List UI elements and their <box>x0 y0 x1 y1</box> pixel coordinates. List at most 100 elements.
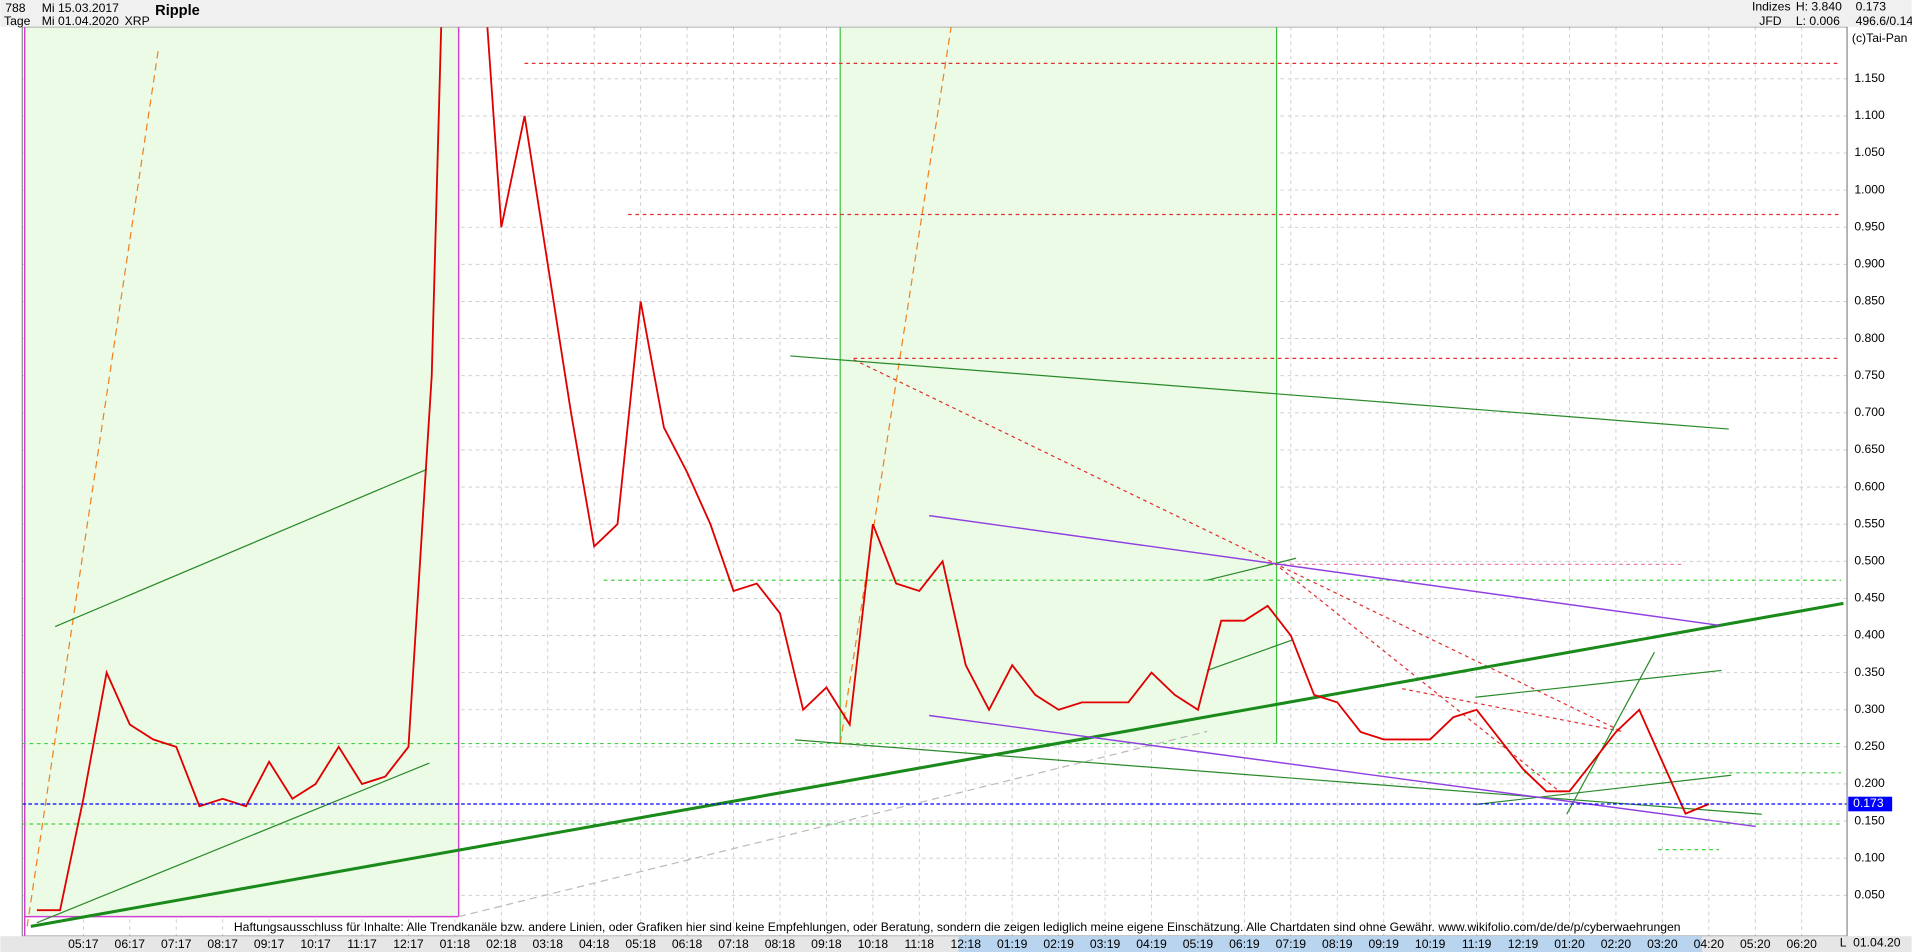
trend-line <box>36 762 430 924</box>
y-tick-label: 0.150 <box>1854 813 1885 827</box>
x-tick-label: 01:18 <box>440 937 471 951</box>
y-tick-label: 0.400 <box>1854 628 1885 642</box>
x-tick-label: 11:17 <box>347 937 377 951</box>
x-tick-label: 01:19 <box>997 937 1028 951</box>
x-tick-label: 10:18 <box>858 937 889 951</box>
y-tick-label: 0.050 <box>1854 888 1885 902</box>
trend-line <box>1402 688 1622 732</box>
zone <box>24 26 459 917</box>
x-tick-label: 10:19 <box>1415 937 1446 951</box>
period: Tage <box>4 14 31 28</box>
y-tick-label: 0.550 <box>1854 516 1885 530</box>
trend-line <box>929 514 1720 627</box>
y-tick-label: 0.750 <box>1854 368 1885 382</box>
x-tick-label: 12:18 <box>951 937 982 951</box>
x-tick-label: 12:17 <box>393 937 424 951</box>
y-tick-label: 1.000 <box>1854 182 1885 196</box>
trend-line <box>839 26 952 744</box>
trend-line <box>1206 557 1297 581</box>
y-tick-label: 0.100 <box>1854 850 1885 864</box>
end-date: Mi 01.04.2020 <box>42 14 119 28</box>
y-tick-label: 1.150 <box>1854 71 1885 85</box>
x-tick-label: 06:17 <box>115 937 146 951</box>
trend-line <box>54 468 428 628</box>
group: Indizes <box>1752 0 1791 14</box>
x-tick-label: 02:18 <box>486 937 517 951</box>
header-bar <box>0 0 1912 27</box>
x-tick-label: 07:18 <box>718 937 749 951</box>
price-line <box>36 26 1710 912</box>
start-date: Mi 15.03.2017 <box>42 1 119 15</box>
broker: JFD <box>1759 14 1782 28</box>
symbol: XRP <box>125 14 150 28</box>
trend-line <box>458 730 1208 918</box>
footnote: Haftungsausschluss für Inhalte: Alle Tre… <box>234 920 1681 934</box>
x-tick-label: 01:20 <box>1554 937 1585 951</box>
x-tick-label: 05:20 <box>1740 937 1771 951</box>
x-tick-label: 05:19 <box>1183 937 1214 951</box>
y-tick-label: 0.450 <box>1854 591 1885 605</box>
trend-line <box>1206 639 1293 671</box>
trend-line <box>1273 562 1622 732</box>
trend-line <box>26 46 160 927</box>
x-tick-label: 06:20 <box>1786 937 1817 951</box>
trend-line <box>30 601 1844 928</box>
x-tick-label: 06:19 <box>1229 937 1260 951</box>
trend-line <box>929 714 1756 828</box>
x-tick-label: 03:20 <box>1647 937 1678 951</box>
zone <box>840 26 1277 744</box>
x-tick-label: 03:19 <box>1090 937 1121 951</box>
y-tick-label: 0.650 <box>1854 442 1885 456</box>
count: 788 <box>5 1 26 15</box>
x-tick-label: 04:18 <box>579 937 610 951</box>
y-tick-label: 0.600 <box>1854 479 1885 493</box>
y-tick-label: 0.700 <box>1854 405 1885 419</box>
x-tick-label: 08:17 <box>207 937 238 951</box>
trend-line <box>1475 774 1732 806</box>
y-tick-label: 0.300 <box>1854 702 1885 716</box>
x-tick-label: 08:18 <box>765 937 796 951</box>
y-tick-label: 0.200 <box>1854 776 1885 790</box>
x-axis-highlight <box>958 936 1702 952</box>
x-tick-label: 05:17 <box>68 937 99 951</box>
x-tick-label: 02:20 <box>1601 937 1632 951</box>
y-tick-label: 0.850 <box>1854 294 1885 308</box>
x-tick-label: 09:18 <box>811 937 842 951</box>
x-tick-label: 07:19 <box>1276 937 1307 951</box>
x-tick-label: 02:19 <box>1043 937 1074 951</box>
x-tick-label: 04:20 <box>1694 937 1725 951</box>
last: 0.173 <box>1856 0 1887 14</box>
y-tick-label: 0.950 <box>1854 219 1885 233</box>
y-tick-label: 0.900 <box>1854 257 1885 271</box>
x-tick-label: 11:19 <box>1462 937 1492 951</box>
trend-line <box>795 739 1762 815</box>
current-price-tag <box>1848 796 1893 812</box>
trend-line <box>1273 562 1561 793</box>
annotations <box>22 26 1844 937</box>
high: H: 3.840 <box>1796 0 1842 14</box>
y-tick-label: 0.350 <box>1854 665 1885 679</box>
x-tick-label: 04:19 <box>1136 937 1167 951</box>
trend-line <box>1475 669 1722 698</box>
series-layer <box>22 26 1848 912</box>
low: L: 0.006 <box>1796 14 1840 28</box>
x-tick-label: 07:17 <box>161 937 192 951</box>
x-tick-label: 08:19 <box>1322 937 1353 951</box>
x-tick-label: 03:18 <box>533 937 564 951</box>
x-tick-label: 12:19 <box>1508 937 1539 951</box>
y-tick-label: 0.500 <box>1854 554 1885 568</box>
x-tick-label: 09:19 <box>1368 937 1399 951</box>
x-tick-label: 09:17 <box>254 937 285 951</box>
x-tick-label: 11:18 <box>905 937 935 951</box>
y-tick-label: 1.050 <box>1854 145 1885 159</box>
y-tick-label: 1.100 <box>1854 108 1885 122</box>
y-tick-label: 0.800 <box>1854 331 1885 345</box>
chart-title: Ripple <box>155 3 200 19</box>
scale-mode: L <box>1840 936 1847 950</box>
x-tick-label: 10:17 <box>300 937 331 951</box>
info: 496.6/0.14 <box>1856 14 1912 28</box>
copyright: (c)Tai-Pan <box>1852 31 1907 45</box>
trend-line <box>853 359 1275 564</box>
